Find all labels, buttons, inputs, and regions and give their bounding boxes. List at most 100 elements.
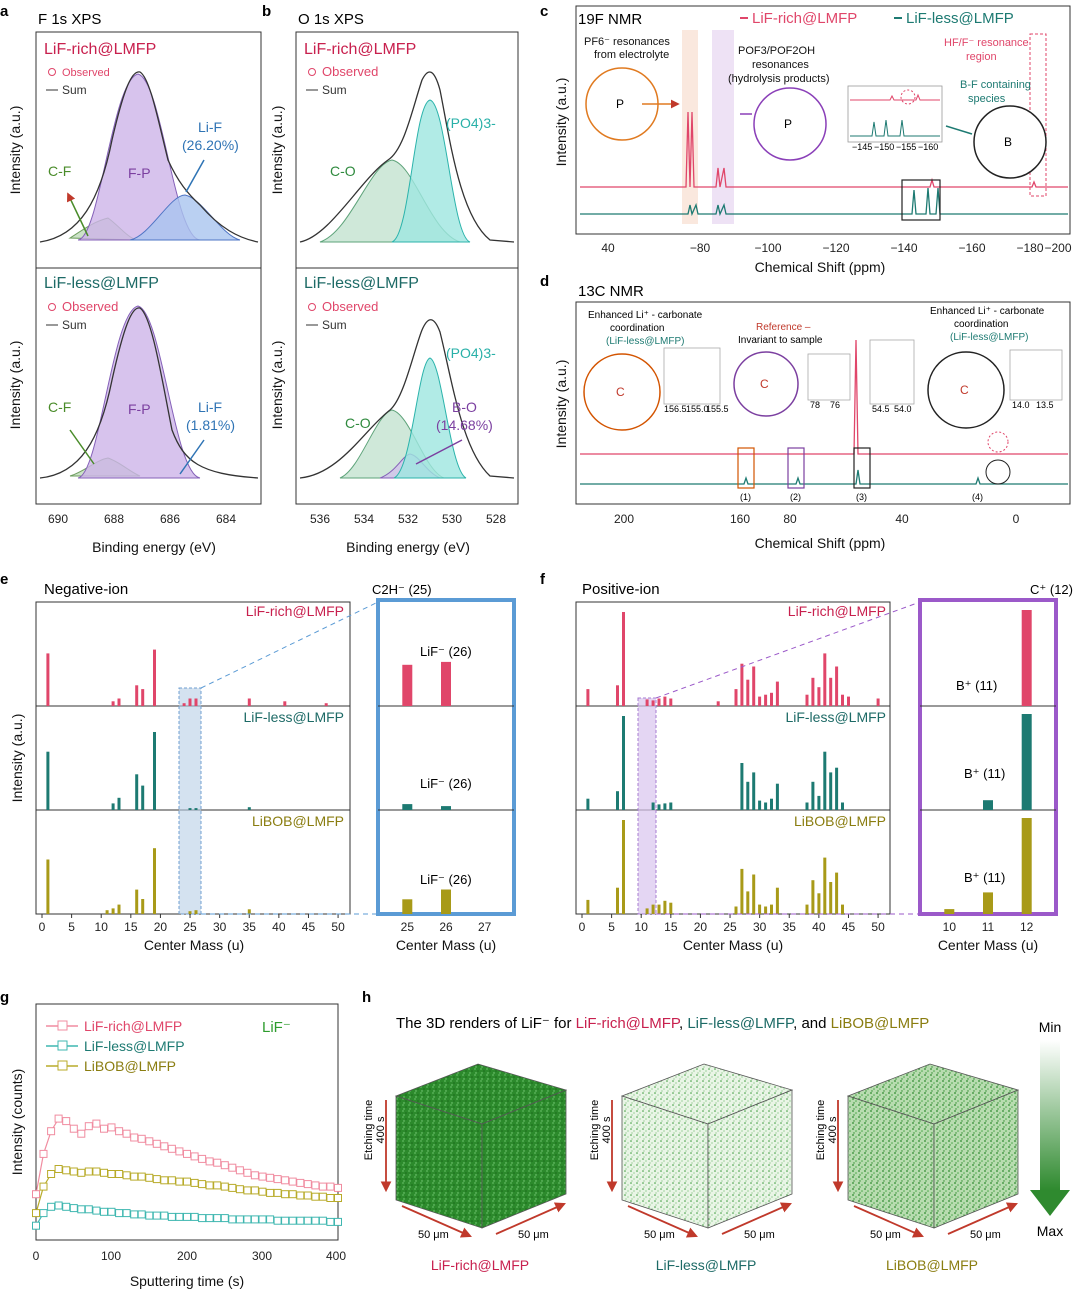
label-cf-bottom: C-F	[48, 399, 71, 415]
cube-rich-right	[481, 1089, 567, 1229]
panel-g: g LiF-rich@LMFP LiF-less@LMFP LiBOB@LMFP…	[0, 989, 346, 1289]
g-point-2-32	[273, 1188, 282, 1197]
f-bar-0-21	[829, 677, 833, 706]
ref-2: Invariant to sample	[738, 335, 823, 346]
f-tick-label-4: 20	[694, 920, 708, 934]
panel-b: b O 1s XPS LiF-rich@LMFP Observed Sum C-…	[262, 3, 519, 555]
g-point-1-29	[250, 1215, 259, 1224]
panel-c-frame	[575, 5, 1071, 235]
panel-b-xaxis: 536 534 532 530 528 Binding energy (eV) …	[269, 106, 506, 555]
xlabel-a: Binding energy (eV)	[92, 539, 216, 555]
g-point-0-34	[288, 1177, 297, 1186]
tick-c-3: −120	[822, 241, 849, 255]
e-bar-1-5	[153, 732, 156, 810]
bf-arrow	[945, 125, 973, 135]
tick-a-2: 686	[160, 512, 180, 526]
panel-d: d 13C NMR (1) (2) (3) (4) Enhanced Li⁺ -…	[540, 273, 1071, 551]
f-bar-0-8	[716, 701, 720, 706]
cube-less-size-l: 50 μm	[644, 1229, 675, 1241]
cdcl3-molecule	[733, 351, 799, 417]
f-tick-label-9: 45	[842, 920, 856, 934]
g-point-1-21	[190, 1212, 199, 1221]
e-zoom-tick-label-2: 27	[478, 920, 492, 934]
g-point-1-37	[311, 1216, 320, 1225]
g-point-0-20	[183, 1149, 191, 1158]
f-bar-0-13	[758, 696, 762, 706]
g-point-2-25	[220, 1182, 229, 1191]
f-zoom-tick-label-0: 10	[943, 920, 957, 934]
circle-peak-4-rich	[987, 431, 1009, 453]
inset-1-tick-2: 155.5	[706, 404, 729, 414]
f-bar-1-13	[775, 783, 779, 810]
g-point-0-18	[167, 1144, 176, 1153]
inset-4	[1009, 349, 1063, 401]
g-point-2-10	[107, 1170, 116, 1178]
g-point-1-10	[107, 1207, 116, 1216]
f-bar-2-1	[616, 887, 619, 914]
f-bar-2-21	[835, 872, 839, 914]
g-point-2-19	[175, 1177, 184, 1186]
hf-text: HF/F⁻ resonance	[944, 37, 1029, 49]
pf6-p-atom: P	[616, 97, 624, 111]
e-bar-0-4	[141, 689, 145, 706]
g-point-1-1	[39, 1209, 48, 1218]
f-bar-2-6	[663, 900, 667, 914]
g-legend-bob: LiBOB@LMFP	[84, 1058, 176, 1074]
colorbar-gradient	[1040, 1040, 1060, 1190]
f-label-bob: LiBOB@LMFP	[794, 813, 886, 829]
f-label-rich: LiF-rich@LMFP	[788, 603, 886, 619]
g-point-2-0	[32, 1209, 40, 1218]
xlabel-f-zoom: Center Mass (u)	[938, 937, 1038, 953]
g-point-0-19	[175, 1147, 184, 1156]
tick-g-1: 100	[101, 1249, 121, 1263]
peak-label-4: (4)	[972, 492, 983, 502]
g-legend-rich: LiF-rich@LMFP	[84, 1018, 182, 1034]
e-bar-0-9	[247, 698, 251, 706]
panel-letter-b: b	[262, 3, 271, 20]
g-point-2-4	[62, 1166, 71, 1175]
e-lif-label-less: LiF⁻ (26)	[420, 776, 472, 791]
panel-a: a F 1s XPS LiF-rich@LMFP Observed Sum C-…	[0, 3, 262, 555]
g-point-2-29	[250, 1186, 259, 1195]
g-point-0-27	[235, 1166, 244, 1175]
xlabel-b: Binding energy (eV)	[346, 539, 470, 555]
f-bar-1-20	[841, 802, 844, 810]
g-point-1-7	[84, 1205, 93, 1214]
f-bar-0-19	[817, 687, 821, 706]
e-bar-1-7	[194, 808, 198, 810]
g-point-2-7	[84, 1167, 93, 1176]
e-zoom-tick-label-1: 26	[439, 920, 453, 934]
f-zoom-bars: 10 11 12	[943, 610, 1034, 934]
enh-right-2: coordination	[954, 319, 1008, 330]
g-point-2-23	[205, 1181, 214, 1190]
panel-e-title: Negative-ion	[44, 581, 128, 598]
tick-c-6: −180	[1016, 241, 1043, 255]
cube-rich: Etching time 400 s 50 μm 50 μm LiF-rich@…	[363, 1063, 568, 1273]
g-point-1-18	[167, 1212, 176, 1221]
f-zoom-link-top	[655, 601, 921, 699]
f-zoom-frame	[918, 598, 1058, 916]
sample-label-rich: LiF-rich@LMFP	[44, 41, 156, 58]
sum-curve-b-bottom	[299, 319, 515, 479]
f-bar-1-12	[770, 798, 773, 810]
panel-letter-d: d	[540, 273, 549, 290]
g-point-0-0	[32, 1190, 40, 1199]
f-zoom-bar-0-2	[1021, 610, 1032, 706]
pf6-annotation: PF6⁻ resonances from electrolyte P	[584, 36, 680, 141]
nmr-f-trace-rich	[580, 111, 1068, 188]
panel-d-xaxis: 200 160 80 40 0 Chemical Shift (ppm) Int…	[553, 360, 1020, 551]
f-bar-2-11	[752, 874, 756, 914]
tick-d-4: 0	[1013, 512, 1020, 526]
f-bar-1-0	[586, 798, 590, 810]
g-point-1-11	[115, 1209, 124, 1218]
e-bar-1-8	[247, 807, 251, 810]
panel-letter-h: h	[362, 989, 371, 1006]
e-tick-label-9: 45	[302, 920, 316, 934]
bf-inset-circle	[900, 89, 916, 105]
e-tick-label-0: 0	[39, 920, 46, 934]
inset-2	[807, 353, 851, 401]
g-point-2-20	[183, 1177, 191, 1186]
g-point-0-21	[190, 1152, 199, 1161]
legend-less: LiF-less@LMFP	[906, 10, 1014, 27]
panel-f: f Positive-ion LiF-rich@LMFP LiF-less@LM…	[540, 571, 1073, 953]
